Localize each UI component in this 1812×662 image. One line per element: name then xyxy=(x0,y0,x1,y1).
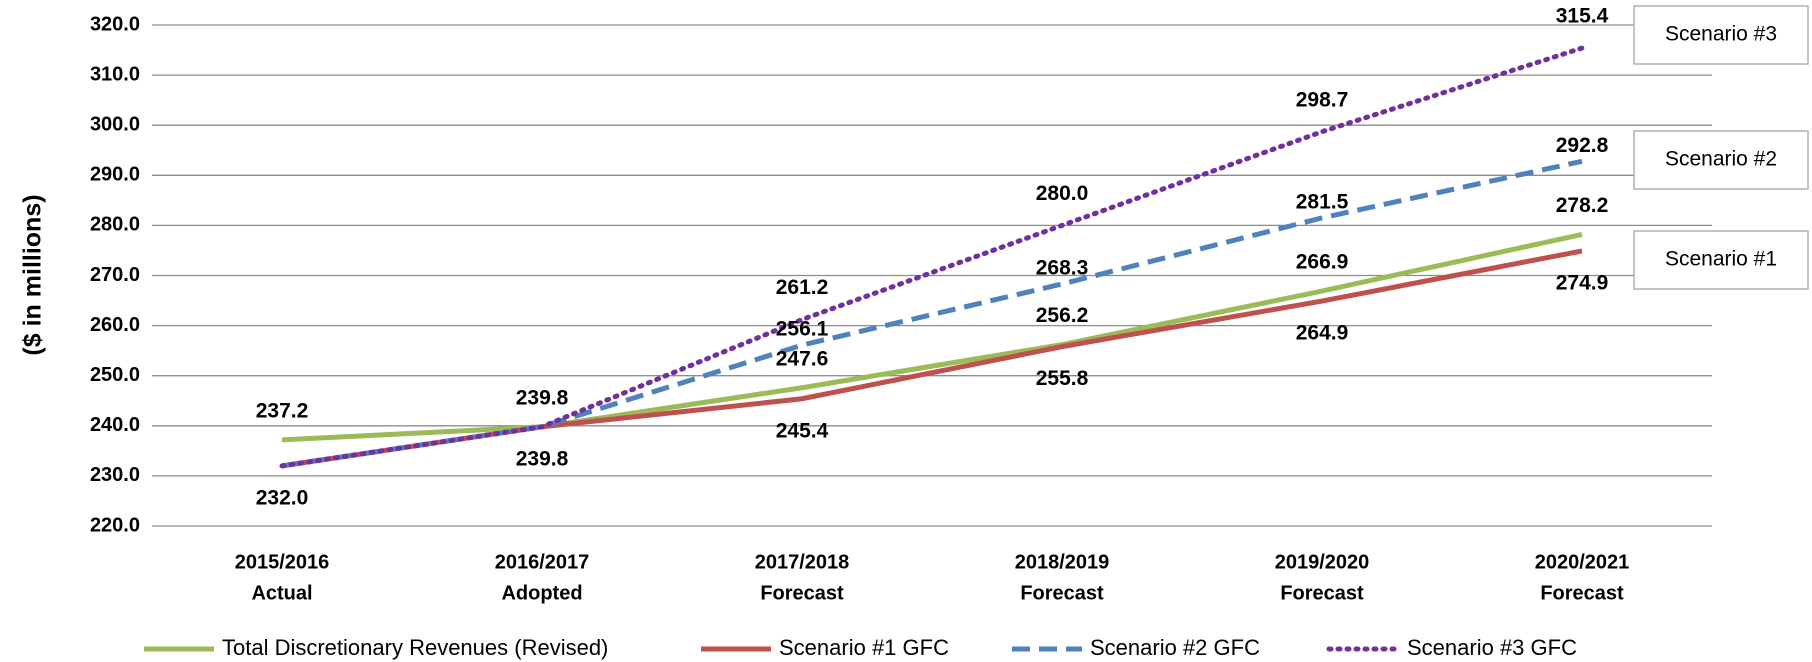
data-label: 298.7 xyxy=(1296,88,1349,111)
annotation-box xyxy=(1633,5,1809,65)
data-label: 239.8 xyxy=(516,447,569,470)
y-tick-label: 300.0 xyxy=(90,113,140,135)
data-label: 256.2 xyxy=(1036,304,1089,327)
line-series xyxy=(279,45,1585,469)
data-label: 256.1 xyxy=(776,318,829,341)
line-series xyxy=(281,248,1583,469)
data-label: 266.9 xyxy=(1296,251,1349,274)
data-label: 280.0 xyxy=(1036,182,1089,205)
x-tick-label: Forecast xyxy=(1540,582,1624,604)
y-tick-label: 280.0 xyxy=(90,214,140,236)
x-tick-label: 2015/2016 xyxy=(235,551,330,573)
x-tick-label: 2016/2017 xyxy=(495,551,590,573)
legend-label: Scenario #1 GFC xyxy=(779,635,949,660)
legend-label: Total Discretionary Revenues (Revised) xyxy=(222,635,608,660)
y-tick-label: 240.0 xyxy=(90,414,140,436)
legend-label: Scenario #3 GFC xyxy=(1407,635,1577,660)
x-tick-label: Actual xyxy=(251,582,312,604)
x-tick-label: 2017/2018 xyxy=(755,551,850,573)
data-label: 237.2 xyxy=(256,399,309,422)
annotation-box xyxy=(1633,130,1809,190)
y-tick-label: 250.0 xyxy=(90,364,140,386)
x-tick-label: Adopted xyxy=(501,582,582,604)
data-label: 268.3 xyxy=(1036,257,1089,280)
line-series xyxy=(281,158,1583,469)
x-tick-label: 2019/2020 xyxy=(1275,551,1370,573)
data-label: 239.8 xyxy=(516,386,569,409)
y-axis-title: ($ in millions) xyxy=(19,194,47,355)
data-label: 232.0 xyxy=(256,486,309,509)
data-label: 315.4 xyxy=(1556,5,1609,28)
data-label: 261.2 xyxy=(776,276,829,299)
y-tick-label: 310.0 xyxy=(90,63,140,85)
annotation: Scenario #1 xyxy=(1665,248,1777,271)
y-tick-label: 320.0 xyxy=(90,13,140,35)
annotation: Scenario #2 xyxy=(1665,148,1777,171)
legend-label: Scenario #2 GFC xyxy=(1090,635,1260,660)
y-tick-label: 270.0 xyxy=(90,264,140,286)
data-label: 292.8 xyxy=(1556,134,1609,157)
data-label: 245.4 xyxy=(776,419,829,442)
x-tick-label: 2020/2021 xyxy=(1535,551,1630,573)
data-label: 247.6 xyxy=(776,347,829,370)
y-tick-label: 290.0 xyxy=(90,164,140,186)
x-tick-label: Forecast xyxy=(1020,582,1104,604)
data-label: 274.9 xyxy=(1556,271,1609,294)
data-label: 264.9 xyxy=(1296,322,1349,345)
data-label: 255.8 xyxy=(1036,367,1089,390)
x-tick-label: Forecast xyxy=(1280,582,1364,604)
annotation-box xyxy=(1633,230,1809,290)
line-series xyxy=(281,231,1583,443)
y-tick-label: 230.0 xyxy=(90,464,140,486)
data-label: 278.2 xyxy=(1556,194,1609,217)
y-tick-label: 220.0 xyxy=(90,514,140,536)
y-tick-label: 260.0 xyxy=(90,314,140,336)
x-tick-label: 2018/2019 xyxy=(1015,551,1110,573)
data-label: 281.5 xyxy=(1296,190,1349,213)
annotation: Scenario #3 xyxy=(1665,23,1777,46)
x-tick-label: Forecast xyxy=(760,582,844,604)
